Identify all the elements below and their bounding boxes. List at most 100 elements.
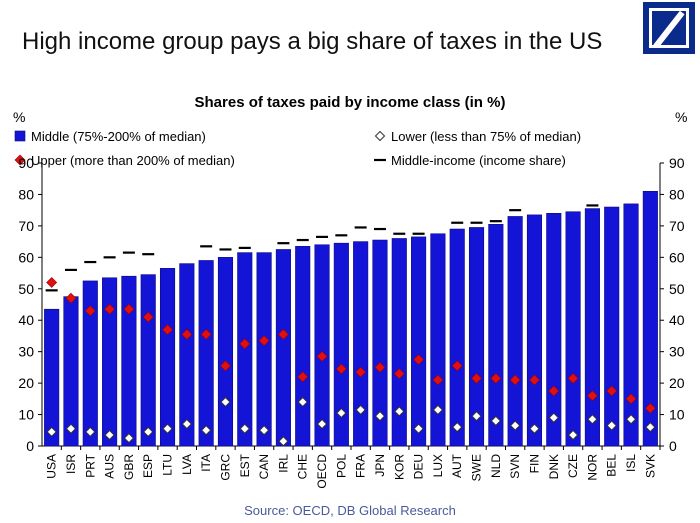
y-tick-label-left: 20 [18,375,34,391]
bar-middle [391,238,407,447]
category-label: FIN [527,454,541,473]
category-label: CHE [296,454,310,479]
category-label: LVA [180,454,194,475]
bar-middle [584,208,600,447]
y-tick-label-right: 60 [669,249,685,265]
diamond-lower [548,412,559,423]
bar-middle [526,214,543,447]
diamond-upper [548,385,560,397]
y-tick-label-right: 70 [669,218,685,234]
chart-legend: Middle (75%-200% of median) Upper (more t… [14,129,581,168]
bar-middle [256,252,272,447]
diamond-upper [181,328,193,340]
diamond-upper [644,402,656,414]
bar-middle [488,224,504,447]
diamond-upper [46,277,58,288]
diamond-upper [316,350,328,362]
category-label: KOR [392,454,406,480]
bar-middle [411,236,427,447]
category-label: ESP [141,454,155,478]
category-label: CAN [257,454,271,479]
category-label: SWE [470,454,484,481]
bar-middle [565,211,581,447]
diamond-upper [625,393,637,405]
category-label: IRL [276,454,290,473]
diamond-lower [374,410,386,422]
category-label: OECD [315,454,329,489]
diamond-upper [606,385,618,397]
diamond-upper [220,360,231,372]
bar-middle [140,274,156,447]
bar-middle [275,249,291,447]
diamond-lower [587,414,598,425]
y-tick-label-left: 50 [18,281,34,297]
diamond-upper [277,328,289,340]
diamond-upper [162,324,173,336]
y-tick-label-right: 90 [669,155,685,171]
diamond-lower [645,421,656,433]
category-label: BEL [605,454,619,477]
category-label: ITA [199,454,213,472]
bar-middle [507,216,523,447]
bar-middle [468,227,485,447]
legend-label-middle: Middle (75%-200% of median) [31,129,206,144]
legend-label-income: Middle-income (income share) [391,153,566,168]
diamond-upper [586,390,598,402]
y-tick-label-left: 60 [18,249,34,265]
diamond-lower [181,418,193,430]
diamond-upper [142,311,154,323]
diamond-upper [451,360,463,372]
y-tick-label-left: 30 [18,344,34,360]
y-tick-label-right: 10 [669,407,685,423]
diamond-lower [509,420,521,431]
bar-middle [642,191,658,447]
y-axis-left-unit: % [13,109,25,125]
category-label: EST [238,453,252,477]
diamond-upper [65,292,77,304]
diamond-upper [123,303,135,315]
diamond-lower [85,426,96,438]
category-label: DNK [547,454,561,479]
bar-middle [623,203,639,447]
category-label: PRT [83,453,97,477]
category-label: AUT [450,453,464,478]
category-label: CZE [566,454,580,478]
bar-middle [82,280,98,447]
diamond-upper [529,374,540,386]
diamond-upper [509,374,521,386]
diamond-lower [452,421,463,433]
diamond-lower [336,407,347,419]
bar-middle [121,275,137,447]
bar-middle [449,228,465,447]
diamond-lower [394,406,405,417]
category-label: NOR [585,454,599,481]
y-tick-label-right: 0 [669,438,677,454]
diamond-lower [143,426,154,438]
bar-middle [237,252,253,447]
y-tick-label-left: 10 [18,407,34,423]
bar-middle [546,213,562,447]
category-label: DEU [412,454,426,479]
diamond-upper [84,305,96,317]
category-label: JPN [373,454,387,477]
category-label: LTU [161,454,175,476]
diamond-upper [490,372,502,384]
legend-marker-upper [14,154,26,166]
chart-title: Shares of taxes paid by income class (in… [194,94,506,111]
deutsche-bank-logo [643,2,695,54]
bar-middle [333,242,349,447]
diamond-upper [432,374,444,386]
legend-marker-middle [14,130,26,142]
diamond-lower [490,415,502,427]
diamond-lower [413,423,424,434]
y-tick-label-left: 40 [18,312,34,328]
diamond-lower [297,396,308,408]
diamond-upper [258,335,270,347]
category-label: ISL [624,454,638,472]
bar-middle [430,233,446,447]
diamond-lower [432,404,444,416]
y-axis-right-unit: % [675,109,687,125]
category-label: SVN [508,454,522,479]
diamond-lower [220,396,231,408]
diamond-upper [567,372,579,384]
